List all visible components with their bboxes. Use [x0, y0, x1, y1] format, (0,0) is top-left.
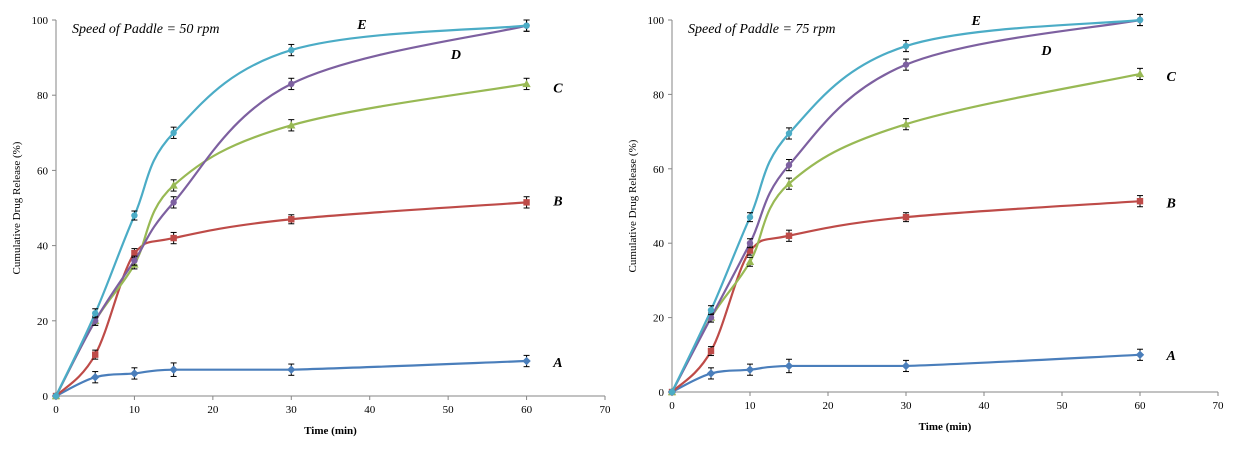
- series-D-point: [288, 80, 295, 88]
- series-E: E: [668, 13, 1144, 396]
- series-A-point: [91, 373, 100, 382]
- series-C: C: [51, 77, 563, 400]
- series-A-label: A: [1166, 349, 1176, 364]
- y-tick-label: 0: [43, 391, 49, 403]
- series-A: A: [667, 348, 1176, 397]
- series-B-point: [746, 247, 754, 254]
- series-A-point: [901, 361, 911, 371]
- series-C-point: [784, 179, 794, 187]
- series-E-point: [131, 212, 138, 219]
- series-A-point: [1135, 350, 1145, 359]
- series-C-point: [901, 119, 911, 128]
- series-B-point: [131, 249, 138, 257]
- chart-2: 0 20 40 60 80 100 0 10 20 30 40 50 60 70 Time (min) Cum…: [627, 13, 1225, 433]
- series-A-point: [784, 361, 794, 371]
- y-axis-label: Cumulative Drug Release (%): [11, 141, 23, 274]
- series-E-point: [707, 306, 715, 314]
- series-E-point: [52, 392, 60, 400]
- series-E-point: [1136, 16, 1144, 24]
- series-B-point: [523, 199, 530, 206]
- series-D-label: D: [1040, 44, 1051, 59]
- paddle-speed-annotation: Speed of Paddle = 50 rpm: [72, 22, 219, 37]
- chart-1: 0 20 40 60 80 100 0 10 20 30 40 50 60 70 Time (min) Cum…: [11, 15, 611, 437]
- x-tick-label: 40: [979, 400, 991, 412]
- x-tick-label: 10: [129, 404, 141, 416]
- series-D-point: [131, 257, 138, 264]
- series-D-point: [785, 161, 793, 169]
- x-tick-label: 50: [443, 404, 455, 416]
- x-tick-label: 50: [1057, 400, 1069, 412]
- series-A-point: [706, 369, 716, 378]
- y-tick-label: 60: [37, 165, 49, 177]
- series-D-point: [170, 199, 177, 206]
- series-E-point: [668, 388, 676, 396]
- series-E: E: [52, 18, 530, 400]
- x-tick-label: 30: [901, 400, 913, 412]
- y-axis-label: Cumulative Drug Release (%): [627, 139, 639, 272]
- y-tick-label: 80: [37, 90, 49, 102]
- series-D-point: [746, 240, 754, 247]
- paddle-speed-annotation: Speed of Paddle = 75 rpm: [688, 22, 835, 37]
- x-tick-label: 60: [1135, 400, 1147, 412]
- y-tick-label: 100: [32, 15, 49, 27]
- x-tick-label: 70: [600, 404, 612, 416]
- series-C-point: [287, 121, 296, 129]
- series-A-point: [287, 365, 296, 374]
- series-E-point: [288, 46, 295, 54]
- y-tick-label: 0: [659, 387, 665, 399]
- series-B-point: [92, 351, 99, 358]
- y-tick-label: 60: [653, 164, 665, 176]
- series-B-point: [902, 213, 910, 221]
- series-B-point: [707, 347, 715, 355]
- y-tick-label: 20: [653, 313, 665, 325]
- series-D-label: D: [450, 48, 461, 63]
- x-axis-label: Time (min): [304, 425, 357, 437]
- series-A-point: [745, 365, 755, 374]
- series-B-label: B: [552, 194, 562, 209]
- x-tick-label: 10: [745, 400, 757, 412]
- series-C-label: C: [1167, 70, 1177, 85]
- y-tick-label: 40: [37, 241, 49, 253]
- series-B-point: [288, 216, 295, 223]
- x-axis-label: Time (min): [919, 421, 972, 433]
- series-E-point: [902, 42, 910, 50]
- y-tick-label: 40: [653, 238, 665, 250]
- series-B-point: [1136, 197, 1144, 205]
- x-tick-label: 0: [669, 400, 675, 412]
- series-D: D: [52, 19, 530, 400]
- x-tick-label: 40: [364, 404, 376, 416]
- series-B-label: B: [1166, 196, 1176, 211]
- series-C-point: [522, 79, 531, 88]
- series-B-point: [785, 232, 793, 239]
- series-E-point: [785, 130, 793, 137]
- y-tick-label: 20: [37, 316, 49, 328]
- x-tick-label: 30: [286, 404, 298, 416]
- x-tick-label: 0: [53, 404, 59, 416]
- x-tick-label: 20: [823, 400, 835, 412]
- series-E-point: [746, 213, 754, 221]
- series-D-point: [902, 61, 910, 68]
- series-E-point: [92, 310, 99, 317]
- series-A: A: [51, 354, 563, 401]
- series-E-point: [523, 22, 530, 29]
- series-C-label: C: [553, 82, 563, 97]
- x-tick-label: 60: [521, 404, 533, 416]
- series-A-label: A: [552, 356, 562, 371]
- x-tick-label: 70: [1213, 400, 1225, 412]
- series-E-label: E: [356, 18, 366, 33]
- series-A-point: [522, 356, 531, 366]
- y-tick-label: 80: [653, 89, 665, 101]
- series-A-point: [130, 369, 139, 378]
- series-C-point: [169, 181, 178, 189]
- series-C-point: [1135, 69, 1145, 78]
- series-C-point: [745, 257, 755, 265]
- series-E-point: [170, 129, 177, 136]
- series-E-label: E: [971, 14, 981, 29]
- x-tick-label: 20: [207, 404, 219, 416]
- series-B-point: [170, 234, 177, 242]
- y-tick-label: 100: [648, 15, 665, 27]
- series-A-point: [169, 365, 178, 374]
